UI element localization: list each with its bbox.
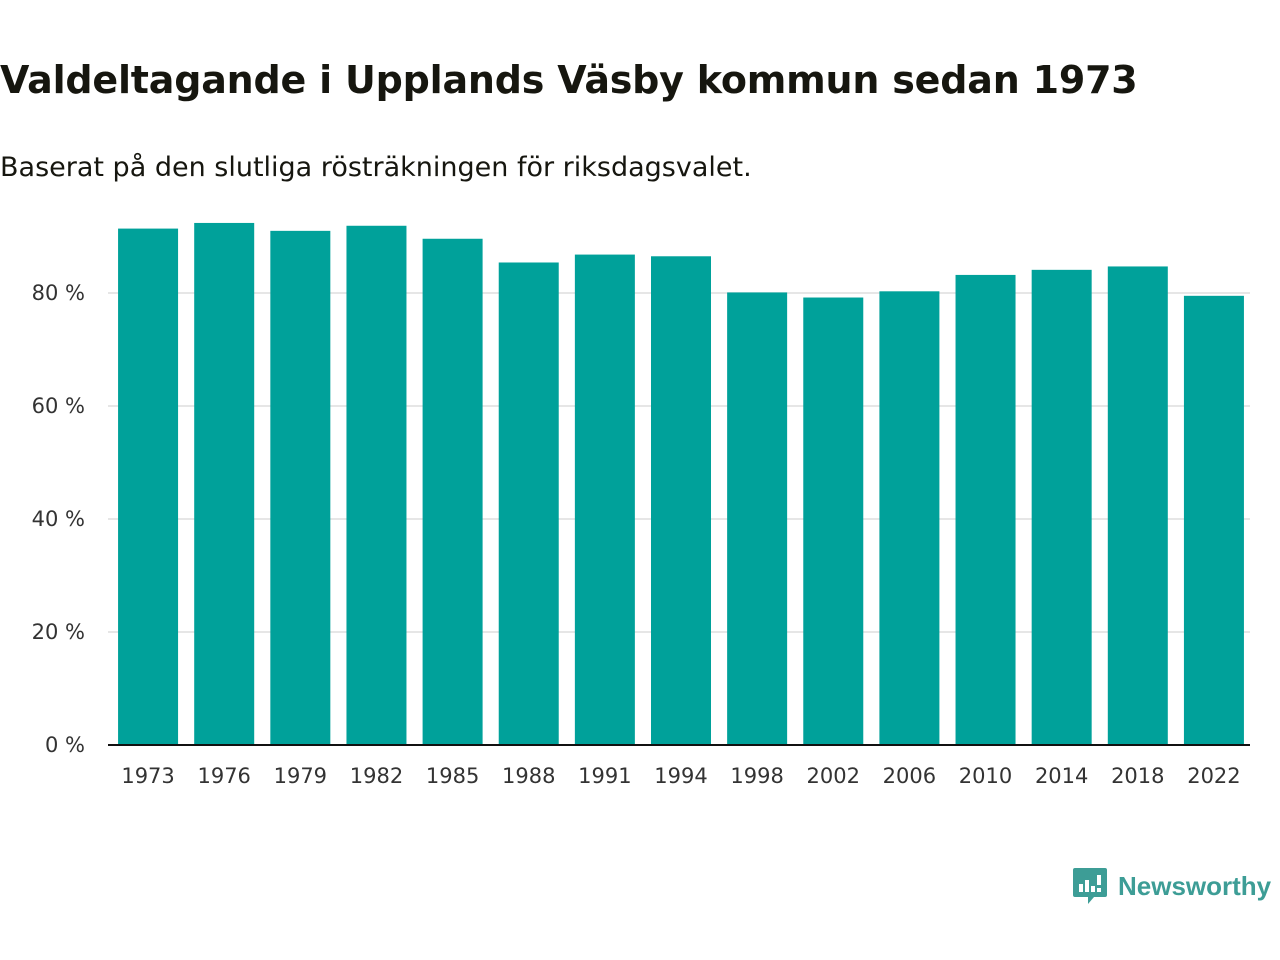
bar-1985[interactable] [422,238,483,745]
y-tick-label: 80 % [32,281,85,305]
chart-subtitle: Baserat på den slutliga rösträkningen fö… [0,152,752,183]
y-tick-label: 60 % [32,394,85,418]
bar-2010[interactable] [955,274,1016,745]
bar-1988[interactable] [498,262,559,745]
x-tick-label: 1979 [274,764,327,788]
x-tick-label: 2022 [1187,764,1240,788]
x-tick-label: 1994 [654,764,707,788]
x-tick-label: 1998 [730,764,783,788]
x-tick-label: 1988 [502,764,555,788]
x-tick-label: 1976 [197,764,250,788]
bar-1973[interactable] [118,228,179,746]
y-tick-label: 20 % [32,620,85,644]
bar-1994[interactable] [651,256,711,745]
newsworthy-logo-icon [1073,868,1107,904]
bars [118,222,1244,746]
bar-1991[interactable] [574,254,635,745]
bar-2022[interactable] [1183,295,1244,745]
x-tick-label: 1991 [578,764,631,788]
brand-name: Newsworthy [1118,870,1272,901]
x-tick-label: 2014 [1035,764,1088,788]
y-tick-label: 0 % [45,733,85,757]
bar-1976[interactable] [194,222,255,745]
bar-1982[interactable] [346,225,407,745]
bar-2006[interactable] [879,291,940,745]
bar-2014[interactable] [1031,269,1092,745]
x-tick-label: 2010 [959,764,1012,788]
chart-title: Valdeltagande i Upplands Väsby kommun se… [0,58,1138,102]
brand-logo[interactable]: Newsworthy [1072,866,1271,906]
x-tick-label: 1982 [350,764,403,788]
y-tick-label: 40 % [32,507,85,531]
x-tick-label: 1985 [426,764,479,788]
x-tick-label: 1973 [121,764,174,788]
x-tick-label: 2006 [883,764,936,788]
x-tick-label: 2018 [1111,764,1164,788]
bar-2002[interactable] [803,297,864,745]
bar-1998[interactable] [727,292,788,745]
x-tick-label: 2002 [807,764,860,788]
x-axis-labels: 1973 1976 1979 1982 1985 1988 1991 1994 1998 2002… [121,764,1240,788]
bar-2018[interactable] [1107,266,1168,745]
bar-1979[interactable] [270,230,331,746]
y-axis-labels: 0 % 20 % 40 % 60 % 80 % [32,281,85,757]
